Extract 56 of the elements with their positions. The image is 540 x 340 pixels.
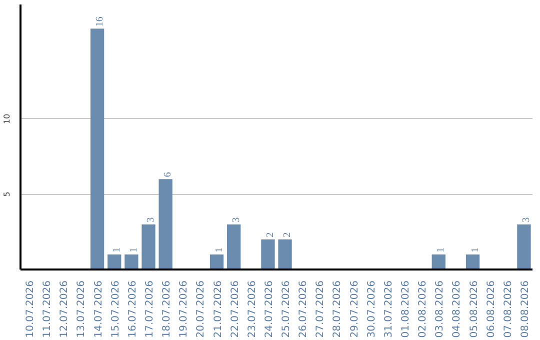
x-tick-label: 21.07.2026 bbox=[212, 280, 224, 338]
x-tick-label: 02.08.2026 bbox=[418, 280, 429, 338]
x-tick-label: 06.08.2026 bbox=[486, 280, 497, 338]
bar bbox=[466, 254, 480, 270]
data-label: 1 bbox=[128, 247, 140, 252]
data-label: 1 bbox=[470, 247, 481, 252]
x-tick-label: 14.07.2026 bbox=[93, 280, 104, 338]
x-tick-label: 12.07.2026 bbox=[59, 280, 70, 338]
data-label: 2 bbox=[282, 232, 294, 238]
data-label: 1 bbox=[214, 247, 225, 252]
data-label: 3 bbox=[520, 217, 532, 222]
x-tick-label: 23.07.2026 bbox=[246, 280, 258, 338]
x-tick-label: 18.07.2026 bbox=[162, 280, 173, 338]
x-tick-label: 28.07.2026 bbox=[332, 280, 344, 338]
bar bbox=[124, 254, 138, 270]
x-tick-label: 20.07.2026 bbox=[196, 280, 207, 338]
x-tick-label: 08.08.2026 bbox=[520, 280, 531, 338]
x-tick-label: 10.07.2026 bbox=[25, 280, 36, 338]
bar bbox=[90, 28, 104, 270]
x-tick-label: 13.07.2026 bbox=[76, 280, 88, 338]
x-tick-label: 11.07.2026 bbox=[42, 280, 54, 338]
x-tick-label: 25.07.2026 bbox=[281, 280, 292, 338]
bar bbox=[432, 254, 446, 270]
y-tick-label: 10 bbox=[2, 114, 12, 124]
x-tick-label: 07.08.2026 bbox=[502, 280, 514, 338]
x-tick-label: 30.07.2026 bbox=[366, 280, 378, 338]
x-tick-label: 17.07.2026 bbox=[144, 280, 156, 338]
data-label: 1 bbox=[111, 247, 122, 252]
data-label: 3 bbox=[230, 217, 242, 222]
x-tick-label: 01.08.2026 bbox=[400, 280, 412, 338]
x-tick-label: 29.07.2026 bbox=[349, 280, 360, 338]
x-tick-label: 26.07.2026 bbox=[298, 280, 310, 338]
x-tick-label: 31.07.2026 bbox=[383, 280, 394, 338]
bar bbox=[142, 224, 156, 270]
bar bbox=[210, 254, 224, 270]
data-label: 1 bbox=[436, 247, 447, 252]
x-tick-label: 05.08.2026 bbox=[468, 280, 480, 338]
x-tick-label: 03.08.2026 bbox=[434, 280, 446, 338]
data-label: 3 bbox=[146, 217, 156, 222]
bar bbox=[108, 254, 122, 270]
x-tick-label: 24.07.2026 bbox=[264, 280, 275, 338]
x-tick-label: 19.07.2026 bbox=[178, 280, 190, 338]
data-label: 16 bbox=[94, 16, 106, 27]
x-tick-label: 04.08.2026 bbox=[452, 280, 463, 338]
x-tick-label: 27.07.2026 bbox=[315, 280, 326, 338]
x-tick-label: 16.07.2026 bbox=[127, 280, 138, 338]
data-label: 2 bbox=[264, 232, 276, 238]
y-tick-label: 5 bbox=[2, 192, 12, 197]
bar bbox=[227, 224, 241, 270]
bar bbox=[517, 224, 531, 270]
data-label: 6 bbox=[162, 172, 174, 178]
bar bbox=[158, 179, 172, 270]
x-tick-label: 22.07.2026 bbox=[230, 280, 241, 338]
bar bbox=[261, 239, 275, 270]
x-tick-label: 15.07.2026 bbox=[110, 280, 122, 338]
bar bbox=[278, 239, 292, 270]
